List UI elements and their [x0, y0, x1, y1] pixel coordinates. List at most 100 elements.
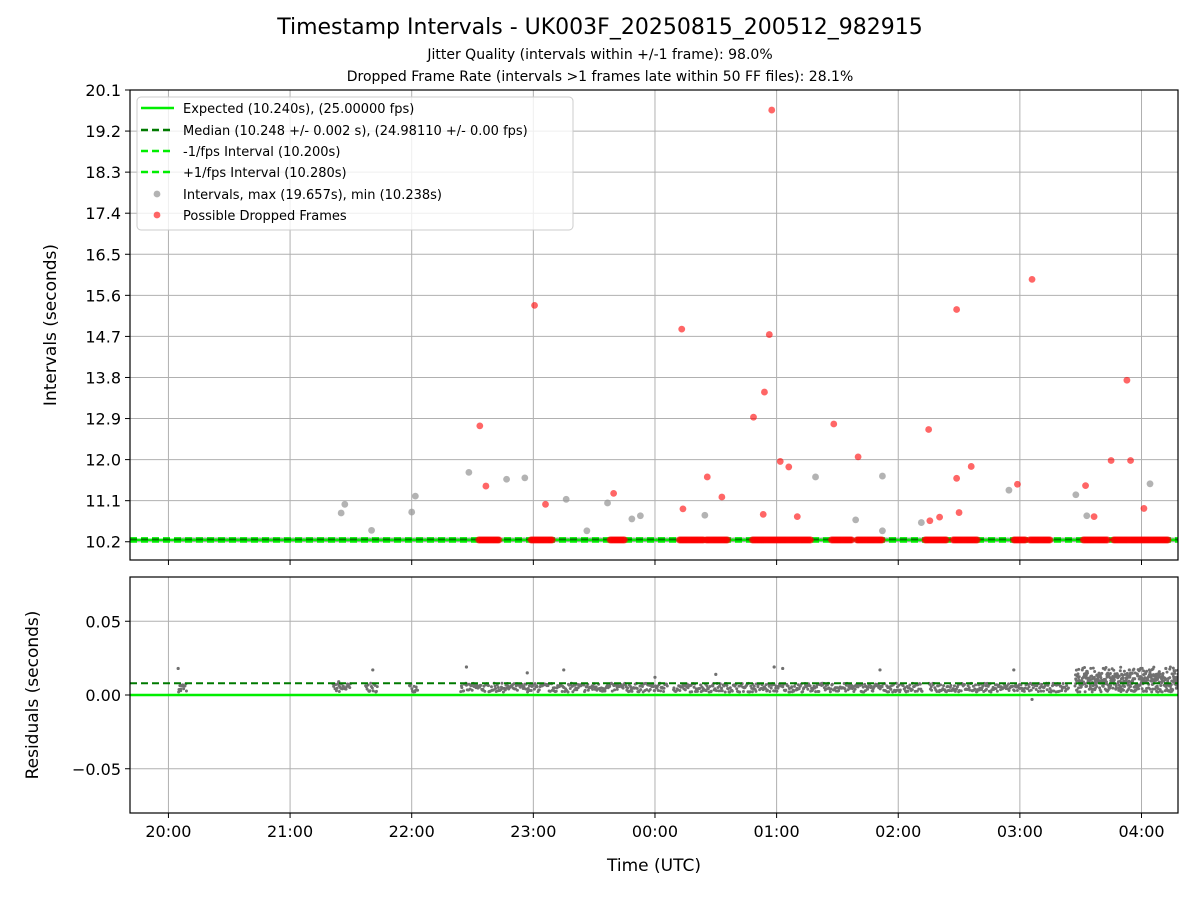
- residual-point: [583, 688, 587, 692]
- residual-point: [880, 685, 884, 689]
- top-y-tick-label: 17.4: [85, 204, 121, 223]
- residual-point: [1137, 687, 1141, 691]
- residual-point: [903, 686, 907, 690]
- residual-point: [814, 690, 818, 694]
- interval-point: [879, 527, 886, 535]
- dropped-frame-point: [1164, 536, 1172, 544]
- residual-point: [365, 687, 369, 691]
- residual-point: [1152, 665, 1156, 669]
- residual-point: [582, 683, 586, 687]
- residual-point: [414, 685, 418, 689]
- residual-point: [781, 666, 785, 671]
- residual-point: [1113, 673, 1117, 677]
- residual-point: [910, 688, 914, 692]
- residual-point: [704, 689, 708, 693]
- residual-point: [690, 690, 694, 694]
- interval-point: [1072, 491, 1080, 499]
- dropped-frame-point: [1014, 480, 1021, 488]
- residual-point: [1077, 667, 1081, 671]
- residual-point: [470, 688, 474, 692]
- residual-point: [756, 685, 760, 689]
- residual-point: [470, 684, 474, 688]
- residual-point: [878, 668, 882, 672]
- bottom-y-tick-label: 0.00: [85, 686, 121, 705]
- interval-point: [337, 509, 345, 517]
- residual-point: [1161, 671, 1165, 675]
- residual-point: [645, 688, 649, 692]
- residual-point: [930, 688, 934, 692]
- residual-point: [662, 686, 666, 690]
- residual-point: [576, 686, 580, 690]
- residual-point: [1040, 682, 1044, 686]
- residual-point: [672, 686, 676, 690]
- residual-point: [1092, 683, 1096, 687]
- dropped-frame-point: [1104, 536, 1111, 544]
- residual-point: [974, 683, 978, 687]
- residual-point: [525, 671, 529, 675]
- dropped-frame-point: [943, 536, 950, 544]
- x-tick-label: 20:00: [145, 822, 191, 841]
- residual-point: [1121, 676, 1125, 680]
- interval-point: [636, 512, 644, 520]
- residual-point: [843, 687, 847, 691]
- dropped-frame-point: [830, 420, 838, 428]
- interval-point: [1083, 512, 1091, 520]
- residual-point: [374, 689, 378, 693]
- residual-point: [1164, 677, 1168, 681]
- legend-marker-swatch: [153, 190, 161, 198]
- residual-point: [1127, 668, 1131, 672]
- residual-point: [371, 689, 375, 693]
- residual-point: [869, 684, 873, 688]
- residual-point: [1112, 668, 1116, 672]
- residual-point: [994, 687, 998, 691]
- residual-point: [608, 685, 612, 689]
- residual-point: [792, 689, 796, 693]
- residual-point: [1077, 686, 1081, 690]
- residual-point: [962, 682, 966, 686]
- residual-point: [853, 687, 857, 691]
- residual-point: [522, 685, 526, 689]
- residual-point: [334, 689, 338, 693]
- residual-point: [1099, 676, 1103, 680]
- interval-point: [341, 500, 349, 508]
- residual-point: [479, 683, 483, 687]
- dropped-frame-point: [724, 536, 731, 544]
- dropped-frame-point: [1090, 513, 1098, 521]
- residual-point: [1089, 666, 1093, 670]
- dropped-frame-point: [761, 388, 768, 396]
- residual-point: [496, 686, 500, 690]
- residual-point: [591, 685, 595, 689]
- residual-point: [460, 686, 464, 690]
- x-tick-label: 22:00: [389, 822, 435, 841]
- residual-point: [571, 690, 575, 694]
- legend-label: +1/fps Interval (10.280s): [183, 166, 347, 181]
- residual-point: [1022, 689, 1026, 693]
- residual-point: [640, 685, 644, 689]
- top-y-tick-label: 15.6: [85, 286, 121, 305]
- dropped-frame-point: [1046, 536, 1054, 544]
- residual-point: [966, 684, 970, 688]
- residual-point: [1122, 669, 1126, 673]
- residual-point: [487, 684, 491, 688]
- residual-point: [815, 685, 819, 689]
- residual-point: [1138, 683, 1142, 687]
- interval-point: [1005, 486, 1013, 494]
- residual-point: [793, 684, 797, 688]
- residual-point: [901, 684, 905, 688]
- interval-point: [701, 511, 709, 519]
- residual-point: [822, 686, 826, 690]
- residual-point: [532, 687, 536, 691]
- residual-point: [1093, 669, 1097, 673]
- residual-point: [344, 687, 348, 691]
- interval-point: [604, 499, 611, 507]
- dropped-frame-point: [848, 536, 856, 544]
- residual-point: [373, 683, 377, 687]
- residual-point: [725, 684, 729, 688]
- residual-point: [1150, 679, 1154, 683]
- residual-point: [908, 683, 912, 687]
- residual-point: [866, 687, 870, 691]
- residual-point: [715, 689, 719, 693]
- residual-point: [410, 687, 414, 691]
- residual-point: [501, 690, 505, 694]
- residual-point: [678, 688, 682, 692]
